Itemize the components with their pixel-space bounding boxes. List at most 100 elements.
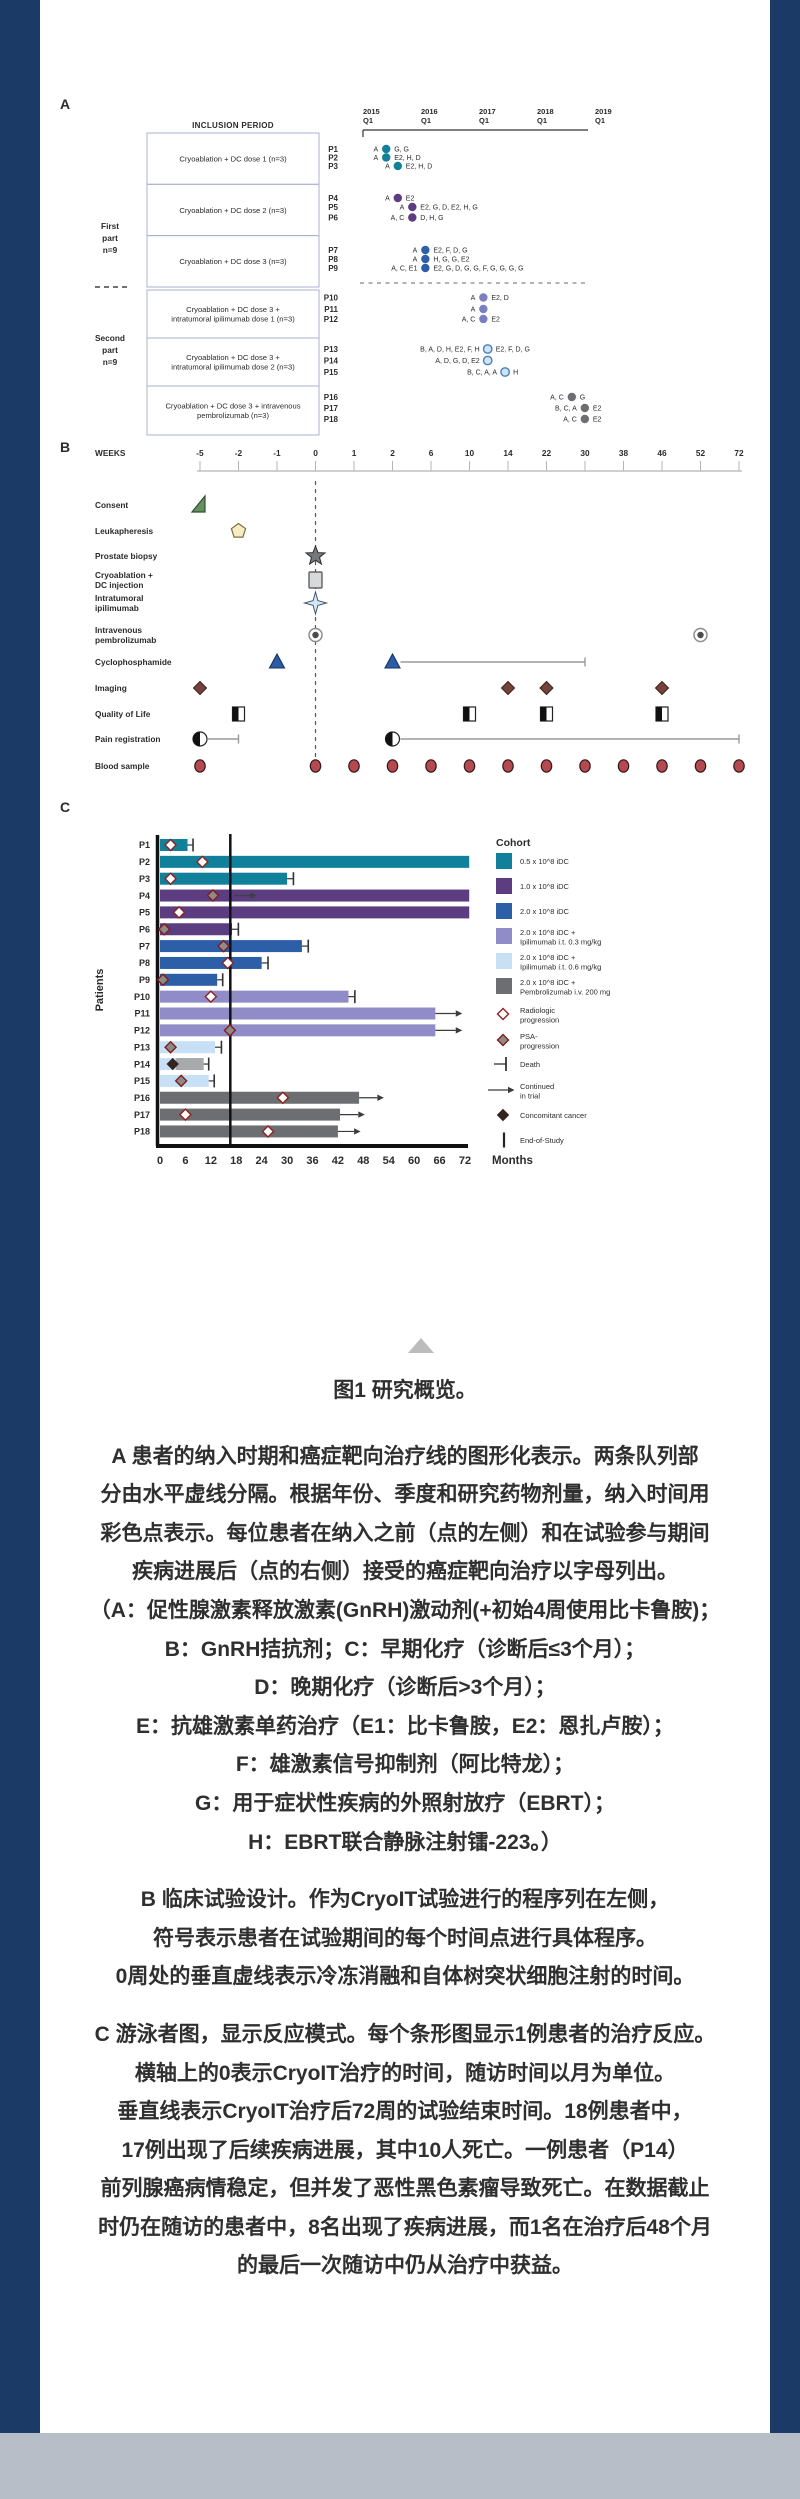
swimmer-row: P4 — [139, 889, 470, 902]
svg-text:A: A — [60, 96, 70, 112]
radiologic-diamond-icon — [172, 905, 186, 919]
enrollment-row: P9 A, C, E1 E2, G, D, G, G, F, G, G, G, G — [328, 263, 524, 273]
svg-text:Cryoablation + DC dose 3 (n=3): Cryoablation + DC dose 3 (n=3) — [179, 257, 287, 266]
svg-text:6: 6 — [182, 1155, 188, 1167]
pain-icon — [384, 731, 401, 747]
svg-text:Months: Months — [492, 1155, 533, 1167]
svg-text:66: 66 — [433, 1155, 445, 1167]
svg-text:P8: P8 — [328, 255, 338, 264]
svg-text:30: 30 — [281, 1155, 293, 1167]
caption-line: 分由水平虚线分隔。根据年份、季度和研究药物剂量，纳入时间用 — [100, 1483, 710, 1507]
svg-text:12: 12 — [205, 1155, 217, 1167]
caption-line: 时仍在随访的患者中，8名出现了疾病进展，而1名在治疗后48个月 — [98, 2215, 712, 2239]
svg-text:A: A — [413, 248, 418, 255]
svg-text:E2, G, D, E2, H, G: E2, G, D, E2, H, G — [420, 205, 478, 212]
legend-cohort-item: 2.0 x 10^8 iDC — [496, 903, 570, 919]
swimmer-row: P3 — [139, 872, 295, 886]
psa-diamond-icon — [156, 973, 170, 987]
svg-text:H: H — [513, 370, 518, 377]
svg-text:18: 18 — [230, 1155, 242, 1167]
svg-text:G: G — [580, 395, 585, 402]
enrollment-row: P17 B, C, A E2 — [324, 403, 602, 413]
svg-text:E2: E2 — [593, 406, 602, 413]
blood-icon — [502, 759, 514, 773]
svg-text:A, C: A, C — [550, 395, 564, 402]
svg-text:n=9: n=9 — [103, 357, 118, 367]
weeks-axis: WEEKS -5 -2 -1 0 1 2 6 10 14 22 30 38 46 52 72 — [95, 448, 744, 472]
figure-caption: 图1 研究概览。 A 患者的纳入时期和癌症靶向治疗线的图形化表示。两条队列部 分由… — [40, 1372, 770, 2305]
psa-diamond-icon — [157, 922, 171, 936]
svg-text:E2: E2 — [491, 317, 500, 324]
swimmer-row: P13 — [134, 1040, 223, 1054]
blood-icon — [348, 759, 360, 773]
svg-text:P18: P18 — [324, 415, 339, 424]
svg-text:10: 10 — [465, 448, 475, 458]
svg-text:A: A — [400, 205, 405, 212]
caption-line: 垂直线表示CryoIT治疗后72周的试验结束时间。18例患者中， — [117, 2100, 693, 2124]
svg-text:n=9: n=9 — [103, 245, 118, 255]
svg-text:Q1: Q1 — [363, 116, 373, 125]
svg-text:E2, G, D, G, G, F, G, G, G, G: E2, G, D, G, G, F, G, G, G, G — [433, 266, 523, 273]
caption-line: （A：促性腺激素释放激素(GnRH)激动剂(+初始4周使用比卡鲁胺)； — [89, 1598, 721, 1622]
svg-text:Q1: Q1 — [595, 116, 605, 125]
svg-text:P18: P18 — [134, 1127, 150, 1137]
blood-icon — [733, 759, 745, 773]
svg-text:C: C — [60, 799, 70, 815]
enrollment-row: P4 A E2 — [328, 193, 414, 203]
legend: Cohort 0.5 x 10^8 iDC 1.0 x 10^8 iDC 2.0 x … — [488, 837, 610, 1148]
caption-line: E：抗雄激素单药治疗（E1：比卡鲁胺，E2：恩扎卢胺）； — [136, 1714, 674, 1738]
svg-text:B, C, A: B, C, A — [555, 406, 577, 413]
svg-text:E2, H, D: E2, H, D — [394, 155, 420, 162]
svg-text:1: 1 — [352, 448, 357, 458]
svg-text:P16: P16 — [324, 393, 339, 402]
svg-text:P11: P11 — [134, 1009, 150, 1019]
enrollment-row: P2 A E2, H, D — [328, 153, 421, 162]
svg-text:A, C: A, C — [563, 417, 577, 424]
swimmer-row: P16 — [134, 1091, 384, 1104]
svg-text:B, A, D, H, E2, F, H: B, A, D, H, E2, F, H — [420, 347, 480, 354]
star4-icon — [302, 590, 329, 616]
svg-text:Radiologic: Radiologic — [520, 1006, 555, 1015]
svg-text:-5: -5 — [196, 448, 204, 458]
cyclo-icon — [268, 652, 286, 669]
blood-icon — [617, 759, 630, 773]
pentagon-icon — [230, 522, 247, 538]
svg-text:P2: P2 — [139, 857, 150, 867]
svg-text:E2, F, D, G: E2, F, D, G — [433, 248, 467, 255]
svg-text:A: A — [385, 196, 390, 203]
star5-icon — [304, 544, 327, 566]
svg-text:A: A — [471, 307, 476, 314]
caption-line: 横轴上的0表示CryoIT治疗的时间，随访时间以月为单位。 — [134, 2061, 676, 2085]
svg-text:E2, D: E2, D — [491, 295, 509, 302]
svg-text:2019: 2019 — [595, 107, 612, 116]
swimmer-row: P2 — [139, 855, 470, 868]
collapse-triangle-icon[interactable] — [408, 1338, 434, 1353]
svg-text:Leukapheresis: Leukapheresis — [95, 526, 153, 536]
psa-diamond-icon — [164, 1040, 178, 1054]
svg-text:P7: P7 — [328, 246, 338, 255]
figure-canvas: A INCLUSION PERIOD Cryoablation + DC dose … — [60, 96, 745, 1167]
cohort-box: Cryoablation + DC dose 3 +intratumoral i… — [146, 337, 320, 387]
svg-text:2018: 2018 — [537, 107, 554, 116]
svg-text:Intravenous: Intravenous — [95, 625, 142, 635]
svg-text:P3: P3 — [139, 874, 150, 884]
procedure-row-consent: Consent — [95, 494, 206, 513]
svg-text:D, H, G: D, H, G — [420, 215, 443, 222]
svg-text:P3: P3 — [328, 162, 338, 171]
svg-text:P11: P11 — [324, 305, 338, 314]
radiologic-diamond-icon — [195, 855, 209, 869]
panel-c: C P1 P2 P3 P4 P5 P6 P7 P8 P9 P10 P11 P12 P13 P14 P15 P16… — [60, 799, 610, 1167]
cohort-box: Cryoablation + DC dose 3 +intratumoral i… — [146, 289, 320, 339]
cohort-box: Cryoablation + DC dose 1 (n=3) — [146, 132, 320, 185]
blood-icon — [309, 759, 322, 773]
svg-text:A: A — [385, 164, 390, 171]
svg-text:Ipilimumab i.t. 0.3 mg/kg: Ipilimumab i.t. 0.3 mg/kg — [520, 938, 601, 947]
part-labels: First part n=9 Second part n=9 — [95, 221, 125, 367]
svg-text:2.0 x 10^8 iDC +: 2.0 x 10^8 iDC + — [520, 978, 576, 987]
caption-line: 彩色点表示。每位患者在纳入之前（点的左侧）和在试验参与期间 — [100, 1521, 710, 1545]
procedure-row-qol: Quality of Life — [95, 706, 669, 722]
svg-text:30: 30 — [580, 448, 590, 458]
caption-line: A 患者的纳入时期和癌症靶向治疗线的图形化表示。两条队列部 — [111, 1444, 699, 1468]
